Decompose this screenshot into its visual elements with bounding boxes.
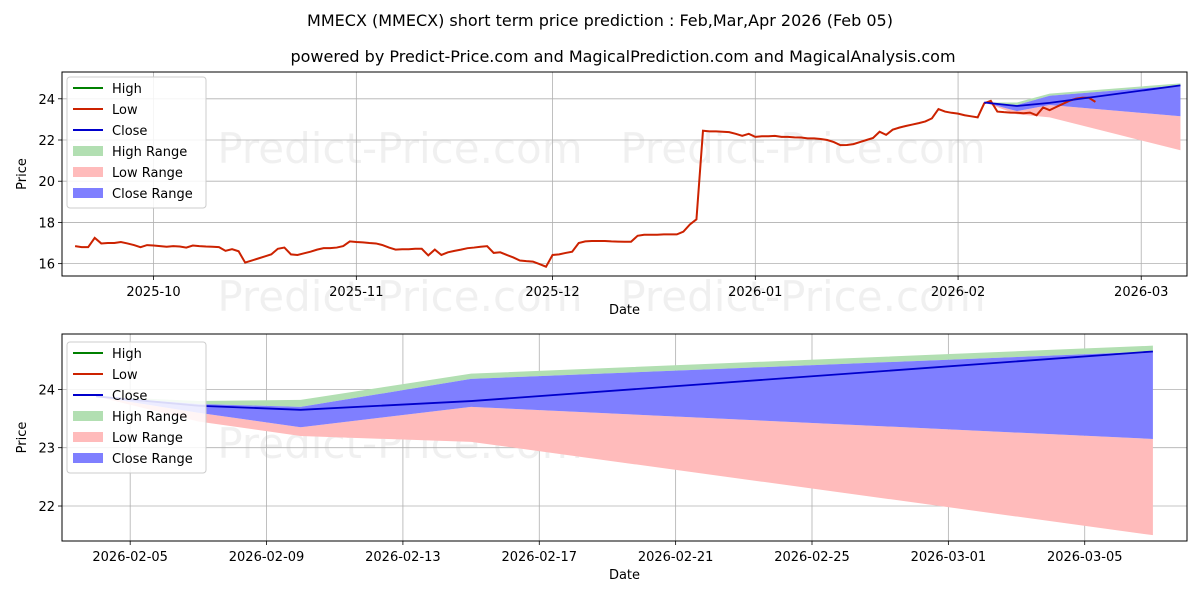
close-range-area [96,351,1153,439]
watermark-text: Predict-Price.com [217,124,582,173]
legend-high-range-swatch [73,411,103,421]
y-axis-label: Price [15,158,30,190]
low-price-line [74,96,1096,268]
legend-low-range-label: Low Range [112,431,183,446]
legend-close-range-label: Close Range [112,187,193,202]
legend-close-range-label: Close Range [112,452,193,467]
watermark-text: Predict-Price.com [620,124,985,173]
x-tick-label: 2026-02-09 [229,550,305,565]
y-tick-label: 24 [38,93,55,108]
y-tick-label: 18 [38,216,55,231]
legend-close-range-swatch [73,453,103,463]
y-tick-label: 24 [38,383,55,398]
y-axis-label: Price [15,422,30,454]
high-range-area [984,83,1181,105]
x-tick-label: 2026-03-01 [911,550,987,565]
x-tick-label: 2026-03-05 [1047,550,1123,565]
legend-low-range-swatch [73,167,103,177]
legend-high-range-label: High Range [112,145,187,160]
y-tick-label: 22 [38,134,55,149]
legend-low-label: Low [112,368,138,383]
plot-frame [61,71,1188,277]
x-tick-label: 2025-12 [525,285,579,300]
x-axis-label: Date [609,303,640,318]
x-tick-label: 2026-02-25 [774,550,850,565]
x-axis-label: Date [609,568,640,583]
high-range-area [96,345,1153,407]
x-tick-label: 2026-02-17 [501,550,577,565]
x-tick-label: 2026-02-21 [638,550,714,565]
plot-frame [61,333,1188,542]
forecast-detail-panel: Predict-Price.comPredict-Price.com222324… [15,333,1188,583]
legend-close-label: Close [112,124,147,139]
y-tick-label: 20 [38,175,55,190]
x-tick-label: 2025-11 [329,285,383,300]
legend-close-range-swatch [73,188,103,198]
chart-subtitle: powered by Predict-Price.com and Magical… [290,47,955,66]
chart-title: MMECX (MMECX) short term price predictio… [307,11,893,30]
y-tick-label: 23 [38,442,55,457]
x-tick-label: 2026-03 [1114,285,1168,300]
x-tick-label: 2026-02-13 [365,550,441,565]
watermark-text: Predict-Price.com [620,272,985,321]
close-range-area [984,85,1181,117]
legend-low-range-label: Low Range [112,166,183,181]
close-forecast-line [984,84,1181,107]
watermark-text: Predict-Price.com [217,272,582,321]
legend-high-label: High [112,347,142,362]
overview-panel: Predict-Price.com Predict-Price.com Predic… [15,71,1188,321]
x-tick-label: 2026-01 [728,285,782,300]
x-tick-label: 2026-02 [931,285,985,300]
low-range-area [96,396,1153,536]
legend-high-range-label: High Range [112,410,187,425]
x-tick-label: 2025-10 [126,285,180,300]
y-tick-label: 16 [38,258,55,273]
legend-close-label: Close [112,389,147,404]
x-tick-label: 2026-02-05 [92,550,168,565]
y-tick-label: 22 [38,500,55,515]
legend-high-range-swatch [73,146,103,156]
legend-low-label: Low [112,103,138,118]
legend-high-label: High [112,82,142,97]
legend-low-range-swatch [73,432,103,442]
